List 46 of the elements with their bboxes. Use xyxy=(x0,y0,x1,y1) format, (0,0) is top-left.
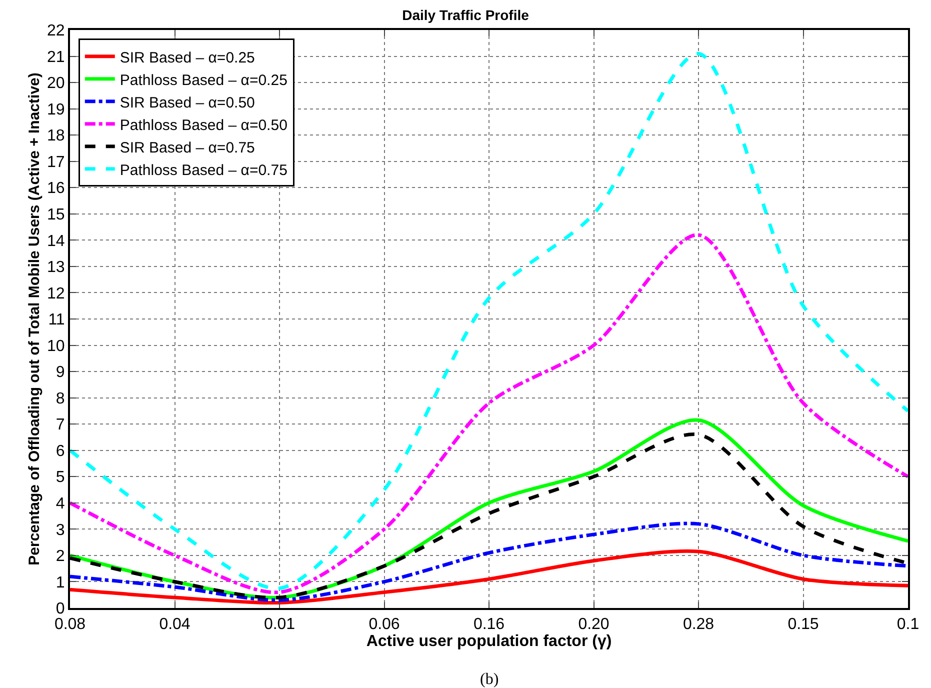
line-series xyxy=(70,549,908,605)
y-tick-label: 10 xyxy=(47,338,65,355)
y-tick-label: 7 xyxy=(56,416,65,434)
x-tick-label: 0.15 xyxy=(788,616,819,634)
y-tick-label: 4 xyxy=(56,496,65,513)
y-tick-label: 12 xyxy=(47,285,65,302)
y-tick-label: 16 xyxy=(47,180,65,198)
text: (b) xyxy=(480,671,499,688)
legend-label: Pathloss Based – α=0.75 xyxy=(120,162,288,179)
y-tick-label: 14 xyxy=(47,232,65,250)
y-tick-label: 17 xyxy=(47,154,65,171)
y-tick-label: 22 xyxy=(47,22,65,40)
y-tick-label: 3 xyxy=(56,522,65,539)
x-tick-label: 0.06 xyxy=(368,616,400,634)
line-series xyxy=(70,233,908,594)
legend-label: SIR Based – α=0.75 xyxy=(120,139,255,156)
legend-label: Pathloss Based – α=0.25 xyxy=(120,72,288,89)
x-tick-label: 0.20 xyxy=(578,616,610,634)
x-tick-label: 0.28 xyxy=(682,616,714,634)
line-series xyxy=(70,522,908,602)
y-tick-label: 5 xyxy=(56,469,65,486)
y-tick-label: 18 xyxy=(47,128,65,145)
legend-label: SIR Based – α=0.25 xyxy=(120,49,255,66)
y-tick-label: 21 xyxy=(47,48,65,66)
y-tick-label: 2 xyxy=(56,548,65,566)
x-tick-label: 0.01 xyxy=(264,616,296,634)
line-series xyxy=(70,52,908,590)
x-tick-label: 0.1 xyxy=(896,616,920,634)
y-tick-label: 15 xyxy=(47,206,65,224)
y-tick-label: 13 xyxy=(47,259,65,276)
y-axis-title: Percentage of Offloading out of Total Mobile Users (Active + Inactive) xyxy=(26,72,43,566)
y-tick-label: 20 xyxy=(47,75,65,92)
x-axis-title: Active user population factor (γ) xyxy=(366,633,612,650)
y-tick-label: 0 xyxy=(56,600,65,618)
y-tick-label: 9 xyxy=(56,364,65,382)
x-tick-label: 0.16 xyxy=(473,616,505,634)
legend-label: SIR Based – α=0.50 xyxy=(120,94,255,112)
y-tick-label: 19 xyxy=(47,101,65,118)
y-tick-label: 1 xyxy=(56,574,65,592)
x-tick-label: 0.04 xyxy=(159,616,190,634)
y-tick-label: 8 xyxy=(56,390,65,408)
chart-title: Daily Traffic Profile xyxy=(402,7,530,24)
x-tick-label: 0.08 xyxy=(54,616,86,634)
y-tick-label: 6 xyxy=(56,442,65,460)
y-tick-label: 11 xyxy=(48,312,65,329)
legend-label: Pathloss Based – α=0.50 xyxy=(120,116,288,134)
